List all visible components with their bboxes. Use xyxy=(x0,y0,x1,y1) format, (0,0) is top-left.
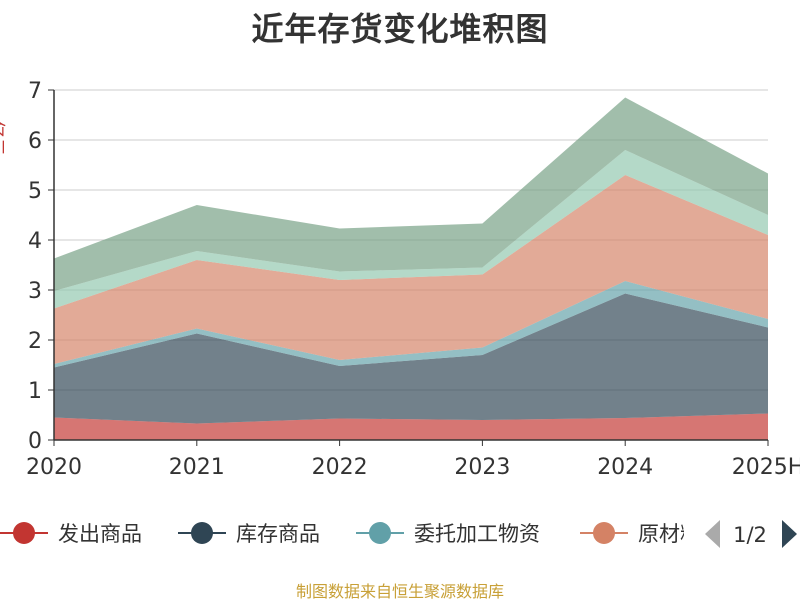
triangle-right-icon[interactable] xyxy=(782,520,797,548)
area-在产品 xyxy=(54,150,768,309)
x-tick-label: 2023 xyxy=(454,455,510,480)
legend-marker xyxy=(13,522,35,544)
area-委托加工物资 xyxy=(54,281,768,368)
x-tick-label: 2025H xyxy=(732,455,800,480)
area-发出商品 xyxy=(54,413,768,440)
chart-title: 近年存货变化堆积图 xyxy=(251,10,549,48)
y-tick-label: 2 xyxy=(28,329,42,354)
x-tick-label: 2024 xyxy=(597,455,653,480)
legend-item[interactable]: 原材料 xyxy=(580,522,701,546)
legend-item[interactable]: 库存商品 xyxy=(178,522,320,546)
y-axis-unit: 亿元 xyxy=(0,120,6,156)
legend-page-indicator: 1/2 xyxy=(733,523,767,547)
legend-label: 委托加工物资 xyxy=(414,522,540,546)
legend-marker xyxy=(191,522,213,544)
axes: 0 1 2 3 4 5 6 7 2020 2021 2022 2023 2024 2025H xyxy=(26,79,800,480)
legend-marker xyxy=(593,522,615,544)
legend-label: 发出商品 xyxy=(58,522,142,546)
x-tick-label: 2021 xyxy=(169,455,225,480)
area-库存商品 xyxy=(54,293,768,424)
y-tick-label: 3 xyxy=(28,279,42,304)
legend-label: 原材料 xyxy=(638,522,701,546)
area-series xyxy=(54,97,768,440)
y-tick-label: 5 xyxy=(28,179,42,204)
source-note: 制图数据来自恒生聚源数据库 xyxy=(295,582,504,601)
area-原材料 xyxy=(54,175,768,364)
legend-pager: 1/2 xyxy=(705,520,797,548)
area-其他 xyxy=(54,97,768,291)
y-tick-label: 1 xyxy=(28,379,42,404)
y-tick-label: 6 xyxy=(28,129,42,154)
legend-item[interactable]: 委托加工物资 xyxy=(356,522,540,546)
y-tick-label: 4 xyxy=(28,229,42,254)
legend-label: 库存商品 xyxy=(236,522,320,546)
y-tick-label: 7 xyxy=(28,79,42,104)
y-tick-label: 0 xyxy=(28,429,42,454)
legend-marker xyxy=(369,522,391,544)
legend-item[interactable]: 发出商品 xyxy=(0,522,142,546)
x-tick-label: 2020 xyxy=(26,455,82,480)
legend: 发出商品 库存商品 委托加工物资 原材料 xyxy=(0,522,701,546)
triangle-left-icon[interactable] xyxy=(705,520,720,548)
x-tick-label: 2022 xyxy=(312,455,368,480)
